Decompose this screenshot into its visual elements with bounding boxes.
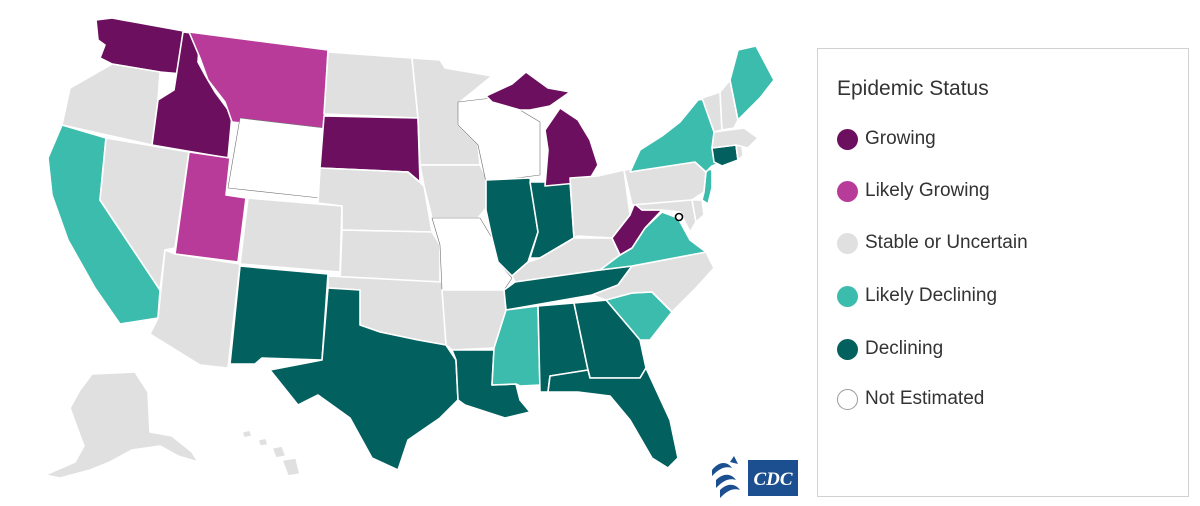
legend-item-not-estimated: Not Estimated <box>837 386 984 412</box>
legend-item-likely-growing: Likely Growing <box>837 178 990 204</box>
likely-growing-swatch <box>837 180 858 202</box>
state-ks <box>339 229 441 283</box>
state-nj <box>701 167 713 205</box>
us-map: CDC <box>44 17 798 498</box>
state-de <box>691 199 705 223</box>
state-nc <box>591 251 715 313</box>
declining-swatch <box>837 338 858 360</box>
likely-declining-swatch <box>837 285 858 307</box>
state-ma <box>711 127 759 149</box>
state-ak <box>44 371 199 479</box>
legend-label: Declining <box>865 338 944 359</box>
state-fl <box>547 367 679 469</box>
state-nd <box>323 51 419 119</box>
legend-label: Likely Growing <box>865 180 990 201</box>
state-co <box>239 197 343 273</box>
state-nh <box>719 79 739 131</box>
hhs-eagle-icon <box>712 456 740 498</box>
legend-item-declining: Declining <box>837 336 943 362</box>
growing-swatch <box>837 128 858 150</box>
state-tx <box>269 287 459 471</box>
state-me <box>729 45 775 121</box>
state-ia <box>419 164 493 219</box>
legend-label: Growing <box>865 128 936 149</box>
dc-marker <box>674 212 684 222</box>
state-az <box>149 249 241 369</box>
state-hi <box>241 429 301 477</box>
legend-title: Epidemic Status <box>837 77 989 100</box>
stable-swatch <box>837 232 858 254</box>
legend-label: Not Estimated <box>865 388 985 409</box>
state-wy <box>227 117 326 199</box>
legend-item-stable: Stable or Uncertain <box>837 230 1028 256</box>
cdc-logo-box <box>748 460 798 496</box>
cdc-logo: CDC <box>712 456 798 498</box>
legend: Epidemic Status Growing Likely Growing S… <box>817 48 1189 497</box>
cdc-logo-text: CDC <box>753 469 792 490</box>
legend-item-likely-declining: Likely Declining <box>837 283 997 309</box>
legend-label: Stable or Uncertain <box>865 232 1028 253</box>
legend-item-growing: Growing <box>837 126 936 152</box>
not-estimated-swatch <box>837 388 858 410</box>
legend-label: Likely Declining <box>865 285 998 306</box>
state-nm <box>229 265 329 365</box>
state-mi <box>485 71 599 187</box>
state-mo <box>431 217 513 291</box>
